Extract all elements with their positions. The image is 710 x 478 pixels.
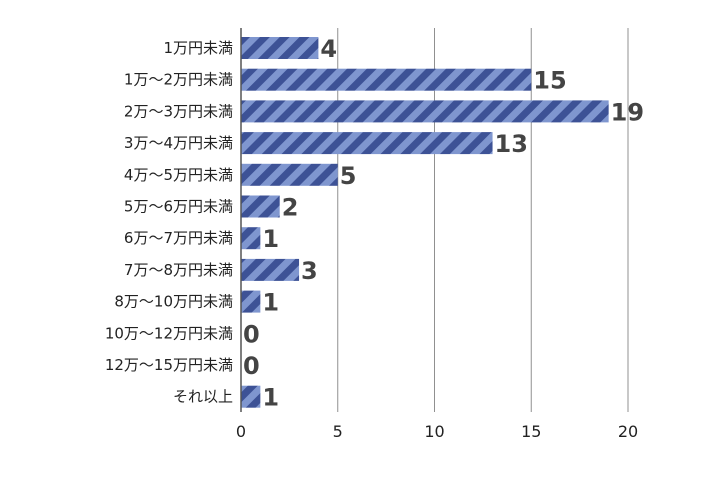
category-label-6: 5万〜6万円未満 <box>124 198 233 216</box>
data-label-7: 1 <box>262 225 279 253</box>
x-tick-label-0: 0 <box>236 422 246 441</box>
category-label-11: 12万〜15万円未満 <box>105 356 233 374</box>
data-label-5: 5 <box>340 162 357 190</box>
bar-9 <box>241 290 261 313</box>
data-label-9: 1 <box>262 289 279 317</box>
bar-1 <box>241 37 319 59</box>
bar-5 <box>241 163 338 186</box>
bar-6 <box>241 195 280 218</box>
data-label-10: 0 <box>243 320 260 348</box>
bar-8 <box>241 258 300 281</box>
x-tick-label-10: 10 <box>424 422 444 441</box>
x-tick-label-20: 20 <box>618 422 638 441</box>
bar-12 <box>241 385 261 408</box>
data-label-1: 4 <box>320 35 337 63</box>
data-label-8: 3 <box>301 257 318 285</box>
x-tick-label-15: 15 <box>521 422 541 441</box>
category-label-4: 3万〜4万円未満 <box>124 134 233 152</box>
data-label-12: 1 <box>262 384 279 412</box>
category-label-12: それ以上 <box>173 388 233 406</box>
bar-2 <box>241 68 532 91</box>
data-label-2: 15 <box>533 67 566 95</box>
category-label-3: 2万〜3万円未満 <box>124 102 233 120</box>
bar-7 <box>241 227 261 250</box>
data-label-3: 19 <box>611 98 644 126</box>
category-label-5: 4万〜5万円未満 <box>124 166 233 184</box>
category-label-9: 8万〜10万円未満 <box>114 293 233 311</box>
category-label-10: 10万〜12万円未満 <box>105 324 233 342</box>
category-label-1: 1万円未満 <box>163 39 233 57</box>
data-label-11: 0 <box>243 352 260 380</box>
grid-lines <box>337 28 629 412</box>
category-label-8: 7万〜8万円未満 <box>124 261 233 279</box>
bar-3 <box>241 100 609 123</box>
category-label-2: 1万〜2万円未満 <box>124 71 233 89</box>
bar-4 <box>241 132 493 155</box>
data-label-6: 2 <box>282 194 299 222</box>
x-tick-label-5: 5 <box>333 422 343 441</box>
category-label-7: 6万〜7万円未満 <box>124 229 233 247</box>
bars <box>241 37 609 408</box>
data-label-4: 13 <box>495 130 528 158</box>
